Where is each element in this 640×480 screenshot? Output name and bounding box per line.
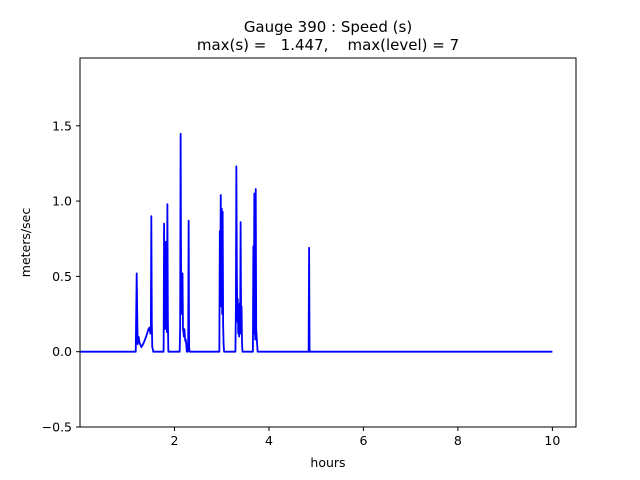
y-tick-label: 0.5 — [52, 269, 72, 284]
y-tick-label: −0.5 — [42, 420, 72, 435]
x-tick-label: 8 — [454, 433, 462, 448]
x-axis-label: hours — [310, 455, 345, 470]
x-tick-label: 2 — [170, 433, 178, 448]
x-tick-label: 10 — [544, 433, 560, 448]
x-axis: 2 4 6 8 10 — [170, 427, 560, 448]
y-axis-label: meters/sec — [18, 208, 33, 278]
chart-title: Gauge 390 : Speed (s) — [244, 18, 412, 36]
x-tick-label: 4 — [265, 433, 273, 448]
y-axis: −0.5 0.0 0.5 1.0 1.5 — [42, 118, 80, 435]
series-layer — [80, 132, 553, 353]
x-tick-label: 6 — [359, 433, 367, 448]
y-tick-label: 1.0 — [52, 194, 72, 209]
y-tick-label: 0.0 — [52, 344, 72, 359]
y-tick-label: 1.5 — [52, 118, 72, 133]
chart-subtitle: max(s) = 1.447, max(level) = 7 — [197, 36, 459, 54]
plot-area-frame — [79, 57, 577, 428]
series-line-0 — [80, 132, 553, 353]
